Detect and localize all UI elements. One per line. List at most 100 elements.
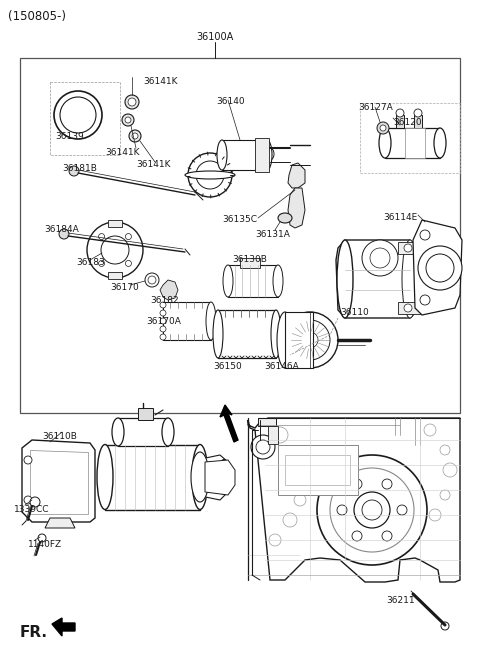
Bar [258,418,276,426]
Circle shape [441,622,449,630]
Text: 36100A: 36100A [196,32,234,42]
Circle shape [282,312,338,368]
Bar [108,272,122,279]
Polygon shape [288,163,305,188]
Bar [414,115,422,128]
Bar [163,302,211,340]
Ellipse shape [277,312,293,368]
Ellipse shape [379,128,391,158]
Polygon shape [220,405,238,442]
Text: 36110B: 36110B [42,432,77,441]
Circle shape [420,295,430,305]
Circle shape [24,456,32,464]
Bar [398,302,420,314]
Circle shape [294,494,306,506]
Text: 36130B: 36130B [232,255,267,264]
Text: 36150: 36150 [214,362,242,371]
Text: 36127A: 36127A [358,103,393,112]
Circle shape [160,310,166,316]
Bar [405,128,425,158]
Text: 36184A: 36184A [44,225,79,234]
Polygon shape [196,455,228,500]
Circle shape [160,326,166,332]
Text: FR.: FR. [20,625,48,640]
Bar [108,220,122,227]
Circle shape [382,479,392,489]
Circle shape [302,332,318,348]
Circle shape [24,496,32,504]
Text: 36110: 36110 [340,308,369,317]
Ellipse shape [223,265,233,297]
Bar [268,426,278,444]
Circle shape [60,97,96,133]
Circle shape [160,334,166,340]
Circle shape [290,320,330,360]
Ellipse shape [218,148,226,160]
Bar [118,418,168,446]
Circle shape [98,260,105,267]
Circle shape [396,109,404,117]
Polygon shape [288,188,305,228]
Circle shape [377,122,389,134]
Polygon shape [45,518,75,528]
Circle shape [362,240,398,276]
Circle shape [188,153,232,197]
Text: 36170: 36170 [110,283,139,292]
Circle shape [404,244,412,252]
Bar [255,138,269,172]
Circle shape [380,125,386,131]
Circle shape [352,531,362,541]
Circle shape [256,440,270,454]
Bar [285,455,350,485]
Bar [105,445,200,510]
Bar [228,265,278,297]
Circle shape [370,248,390,268]
Circle shape [196,161,224,189]
Polygon shape [52,618,75,636]
Circle shape [125,117,131,123]
Ellipse shape [192,445,208,509]
Ellipse shape [273,265,283,297]
Ellipse shape [278,213,292,223]
Text: 36114E: 36114E [383,213,417,222]
Text: 36135C: 36135C [222,215,257,224]
Text: 36181B: 36181B [62,164,97,173]
Circle shape [98,234,105,240]
Circle shape [251,435,275,459]
Circle shape [101,236,129,264]
Text: 36120: 36120 [393,118,421,127]
Circle shape [362,500,382,520]
Polygon shape [30,450,88,514]
Circle shape [397,505,407,515]
Text: 36146A: 36146A [264,362,300,371]
Ellipse shape [218,459,230,495]
Circle shape [125,95,139,109]
Circle shape [382,531,392,541]
Text: 36141K: 36141K [136,160,170,169]
Circle shape [424,424,436,436]
Polygon shape [22,440,95,522]
Text: 36211: 36211 [386,596,415,605]
Text: 36141K: 36141K [143,77,178,86]
Polygon shape [336,240,420,318]
Text: 36170A: 36170A [146,317,181,326]
Ellipse shape [271,310,281,358]
Ellipse shape [434,128,446,158]
Polygon shape [413,220,462,315]
Ellipse shape [112,418,124,446]
Circle shape [283,513,297,527]
Circle shape [352,479,362,489]
Bar [138,408,153,420]
Circle shape [420,230,430,240]
Circle shape [160,302,166,308]
Circle shape [148,276,156,284]
Circle shape [160,318,166,324]
Text: 36131A: 36131A [255,230,290,239]
Circle shape [337,505,347,515]
Bar [20,58,460,413]
Circle shape [426,254,454,282]
Text: 36182: 36182 [150,296,179,305]
Ellipse shape [266,148,274,160]
Bar [398,242,420,254]
Polygon shape [248,418,460,582]
